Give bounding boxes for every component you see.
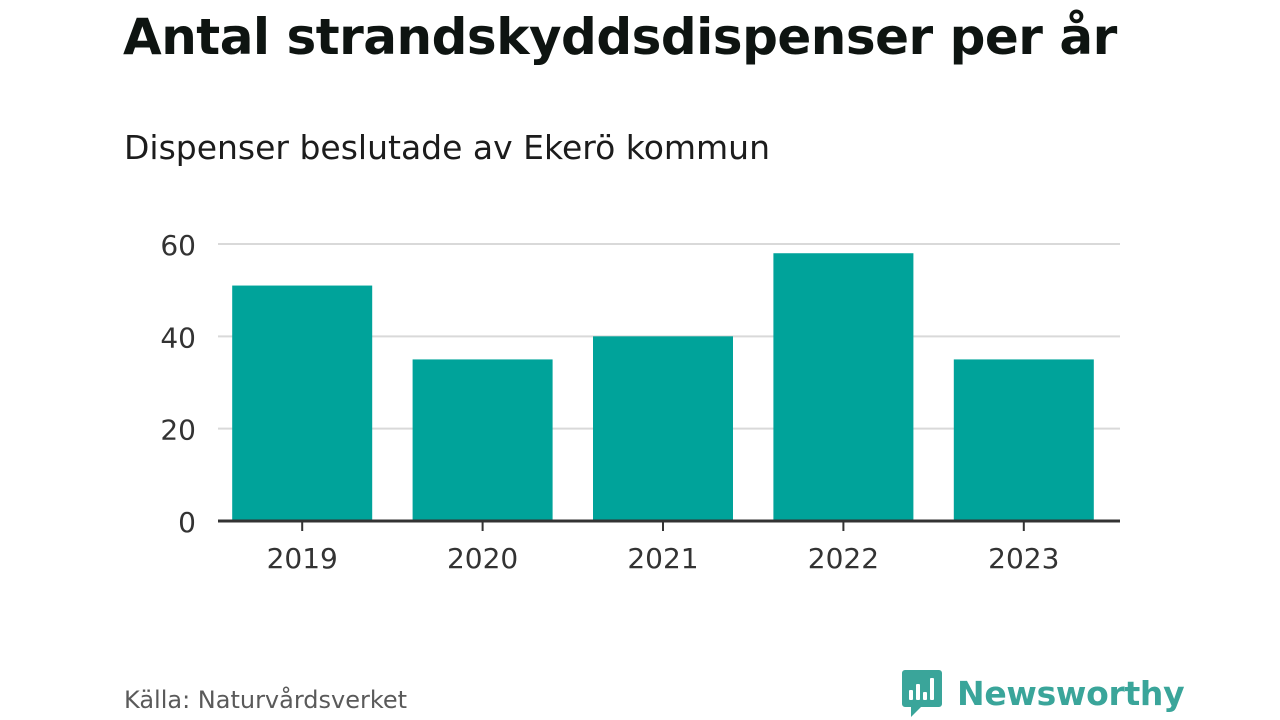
- x-tick-label: 2022: [808, 542, 879, 575]
- chart-title: Antal strandskyddsdispenser per år: [123, 8, 1117, 66]
- source-note: Källa: Naturvårdsverket: [124, 686, 408, 714]
- x-tick-label: 2020: [447, 542, 518, 575]
- brand-logo: Newsworthy: [901, 668, 1185, 718]
- y-tick-label: 0: [178, 506, 196, 539]
- brand-name: Newsworthy: [957, 673, 1185, 713]
- chart-subtitle: Dispenser beslutade av Ekerö kommun: [124, 128, 771, 167]
- bar-2023: [953, 359, 1094, 521]
- x-tick-label: 2023: [988, 542, 1059, 575]
- x-tick-label: 2021: [627, 542, 698, 575]
- x-tick-label: 2019: [267, 542, 338, 575]
- bar-2020: [412, 359, 553, 521]
- y-tick-label: 60: [160, 229, 196, 262]
- y-tick-label: 40: [160, 321, 196, 354]
- newsworthy-logo-icon: [902, 670, 942, 717]
- bar-2021: [593, 336, 733, 521]
- y-tick-label: 20: [160, 414, 196, 447]
- bar-2022: [773, 253, 914, 521]
- bar-2019: [232, 285, 373, 521]
